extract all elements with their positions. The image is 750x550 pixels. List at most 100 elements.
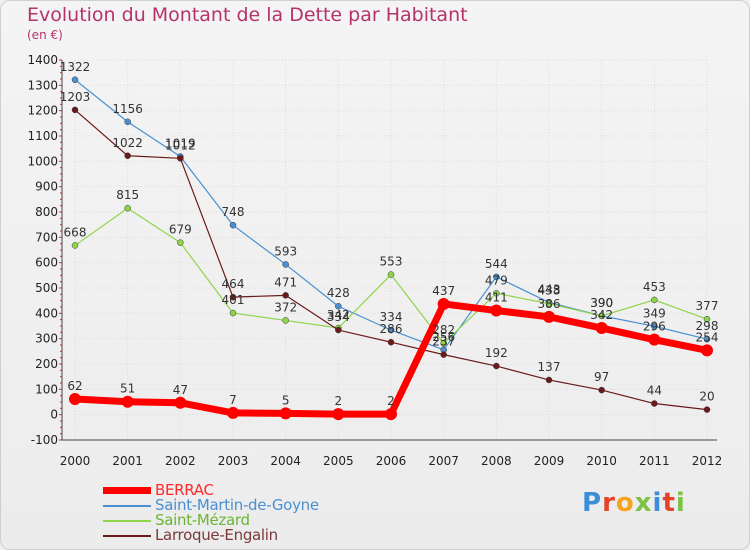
data-point bbox=[69, 392, 81, 405]
data-label: 815 bbox=[116, 188, 139, 202]
data-point bbox=[332, 408, 345, 421]
x-tick-label: 2004 bbox=[270, 454, 301, 468]
data-point bbox=[703, 315, 711, 323]
data-label: 282 bbox=[432, 323, 455, 337]
data-point bbox=[282, 261, 289, 268]
data-point bbox=[71, 76, 79, 84]
chart-subtitle: (en €) bbox=[27, 28, 63, 42]
y-tick-label: -100 bbox=[31, 433, 58, 447]
data-label: 453 bbox=[643, 280, 666, 294]
data-label: 438 bbox=[538, 284, 561, 298]
data-label: 2 bbox=[387, 394, 395, 408]
legend-label: BERRAC bbox=[155, 481, 214, 499]
x-tick-label: 2001 bbox=[112, 454, 143, 468]
data-label: 471 bbox=[274, 275, 297, 289]
data-label: 256 bbox=[432, 330, 455, 344]
x-tick-label: 2012 bbox=[692, 454, 723, 468]
x-tick-label: 2007 bbox=[428, 454, 459, 468]
data-label: 342 bbox=[590, 308, 613, 322]
legend-label: Saint-Mézard bbox=[155, 511, 250, 529]
data-point bbox=[387, 326, 395, 334]
data-label: 428 bbox=[327, 286, 350, 300]
data-label: 1019 bbox=[165, 137, 196, 151]
y-tick-label: 200 bbox=[35, 357, 58, 371]
y-tick-label: 1100 bbox=[27, 129, 58, 143]
data-point bbox=[387, 271, 395, 278]
data-point bbox=[71, 106, 79, 114]
data-label: 137 bbox=[538, 360, 561, 374]
y-tick-label: 100 bbox=[35, 382, 58, 396]
data-label: 401 bbox=[222, 293, 245, 307]
data-point bbox=[440, 351, 447, 358]
x-tick-label: 2008 bbox=[481, 454, 512, 468]
data-label: 1156 bbox=[112, 102, 143, 116]
data-label: 298 bbox=[696, 319, 719, 333]
data-point bbox=[335, 302, 342, 310]
data-label: 62 bbox=[67, 379, 82, 393]
data-label: 44 bbox=[647, 384, 662, 398]
data-label: 20 bbox=[699, 390, 714, 404]
data-point bbox=[124, 204, 131, 212]
data-label: 334 bbox=[380, 310, 403, 324]
data-label: 192 bbox=[485, 346, 508, 360]
data-label: 97 bbox=[594, 370, 609, 384]
legend-label: Larroque-Engalin bbox=[155, 526, 278, 544]
y-tick-label: 500 bbox=[35, 281, 58, 295]
chart-title: Evolution du Montant de la Dette par Hab… bbox=[27, 4, 468, 26]
data-label: 464 bbox=[222, 277, 245, 291]
data-label: 2 bbox=[335, 394, 343, 408]
data-label: 286 bbox=[380, 322, 403, 336]
legend-swatch bbox=[103, 520, 151, 522]
data-label: 411 bbox=[485, 291, 508, 305]
data-label: 1012 bbox=[165, 138, 196, 152]
y-tick-label: 300 bbox=[35, 332, 58, 346]
data-label: 334 bbox=[327, 310, 350, 324]
data-point bbox=[282, 292, 289, 299]
data-label: 437 bbox=[432, 284, 455, 298]
data-point bbox=[279, 407, 292, 420]
data-point bbox=[229, 293, 237, 301]
data-label: 7 bbox=[229, 393, 237, 407]
y-tick-label: 0 bbox=[50, 408, 58, 422]
data-point bbox=[437, 297, 450, 310]
data-point bbox=[121, 395, 134, 408]
data-label: 668 bbox=[64, 225, 87, 239]
data-label: 443 bbox=[538, 282, 561, 296]
data-point bbox=[648, 333, 661, 346]
x-tick-label: 2006 bbox=[376, 454, 407, 468]
data-point bbox=[545, 376, 553, 384]
data-point bbox=[701, 344, 713, 357]
y-tick-label: 1300 bbox=[27, 78, 58, 92]
legend-swatch bbox=[103, 505, 151, 507]
y-tick-label: 400 bbox=[35, 306, 58, 320]
data-point bbox=[651, 323, 658, 330]
legend-swatch bbox=[103, 487, 151, 494]
data-point bbox=[385, 408, 397, 421]
data-point bbox=[335, 326, 342, 334]
data-label: 1322 bbox=[60, 60, 91, 74]
data-point bbox=[490, 304, 503, 317]
data-point bbox=[177, 239, 184, 246]
data-point bbox=[387, 338, 395, 346]
data-label: 5 bbox=[282, 393, 290, 407]
data-label: 1022 bbox=[112, 136, 143, 150]
line-chart: -100 0 100 200 300 400 500 600 700 800 900 1000 1100… bbox=[27, 53, 723, 468]
data-point bbox=[71, 242, 79, 249]
data-point bbox=[493, 290, 500, 297]
data-label: 237 bbox=[432, 335, 455, 349]
y-tick-label: 1400 bbox=[27, 53, 58, 67]
x-tick-label: 2009 bbox=[534, 454, 565, 468]
data-label: 479 bbox=[485, 273, 508, 287]
data-point bbox=[174, 396, 187, 409]
data-point bbox=[227, 406, 239, 419]
data-point bbox=[598, 386, 605, 394]
data-point bbox=[124, 118, 131, 126]
x-tick-label: 2000 bbox=[60, 454, 91, 468]
data-label: 386 bbox=[538, 297, 561, 311]
data-point bbox=[177, 155, 184, 162]
data-point bbox=[651, 400, 658, 407]
y-tick-label: 600 bbox=[35, 256, 58, 270]
data-point bbox=[543, 310, 555, 323]
y-tick-label: 1000 bbox=[27, 154, 58, 168]
